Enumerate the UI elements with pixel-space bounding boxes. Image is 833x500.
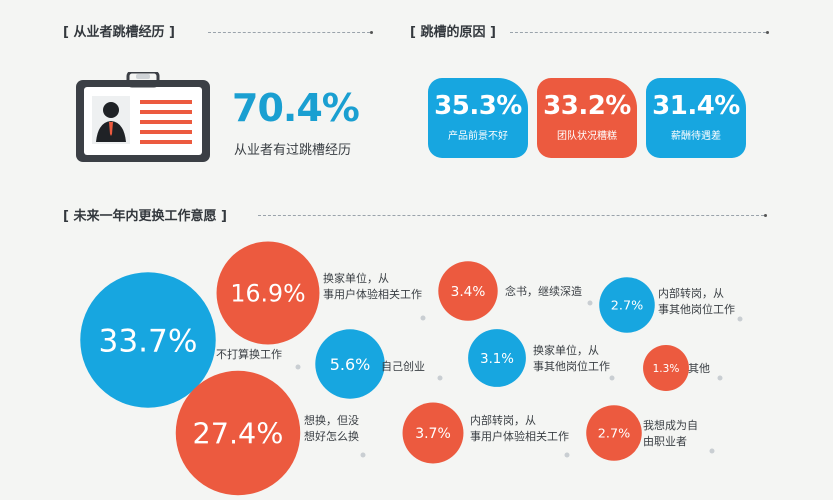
divider <box>258 215 764 216</box>
bubble-value-label: 3.4% <box>451 284 486 300</box>
label-marker-dot <box>420 315 426 321</box>
history-label: 从业者有过跳槽经历 <box>234 143 352 158</box>
bubble-category-label: 换家单位，从事用户体验相关工作 <box>323 271 422 301</box>
bubble-item: 27.4% 想换，但没想好怎么换 <box>175 370 366 496</box>
label-marker-dot <box>564 452 570 458</box>
bubble-category-label: 内部转岗，从事其他岗位工作 <box>658 286 735 316</box>
bubble-value-label: 3.1% <box>480 352 514 367</box>
bubble-category-label: 其他 <box>688 362 710 375</box>
bubble-item: 3.7% 内部转岗，从事用户体验相关工作 <box>402 402 570 464</box>
bubble <box>216 241 320 345</box>
divider <box>208 32 370 33</box>
bubble-value-label: 1.3% <box>653 363 680 375</box>
bubble-value-label: 33.7% <box>99 324 198 360</box>
reason-label: 薪酬待遇差 <box>671 131 721 142</box>
id-badge-icon <box>76 72 210 162</box>
reason-card: 35.3% 产品前景不好 <box>428 78 528 158</box>
label-marker-dot <box>609 375 615 381</box>
bubble-item: 3.1% 换家单位，从事其他岗位工作 <box>468 329 615 387</box>
section-title-future: [ 未来一年内更换工作意愿 ] <box>63 209 227 224</box>
label-marker-dot <box>437 375 443 381</box>
label-marker-dot <box>709 448 715 454</box>
reason-percentage: 35.3% <box>434 91 522 121</box>
bubble-item: 5.6% 自己创业 <box>315 329 443 399</box>
bubble <box>599 277 655 333</box>
divider <box>510 32 766 33</box>
divider-end <box>370 31 373 34</box>
bubble-category-label: 内部转岗，从事用户体验相关工作 <box>470 413 569 443</box>
label-marker-dot <box>587 300 593 306</box>
reason-percentage: 31.4% <box>652 91 740 121</box>
bubble-value-label: 2.7% <box>611 299 643 314</box>
bubble-item: 16.9% 换家单位，从事用户体验相关工作 <box>216 241 426 345</box>
bubble-value-label: 3.7% <box>415 426 451 442</box>
bubble-value-label: 2.7% <box>598 427 630 442</box>
bubble <box>643 345 689 391</box>
reason-label: 团队状况糟糕 <box>557 131 617 142</box>
bubble-item: 1.3% 其他 <box>643 345 723 391</box>
bubble-value-label: 16.9% <box>230 280 305 308</box>
bubble-value-label: 5.6% <box>330 355 371 374</box>
bubble-value-label: 27.4% <box>193 417 284 451</box>
bubble <box>402 402 464 464</box>
history-percentage: 70.4% <box>232 86 360 130</box>
reason-card: 31.4% 薪酬待遇差 <box>646 78 746 158</box>
label-marker-dot <box>737 316 743 322</box>
bubble-item: 2.7% 我想成为自由职业者 <box>586 405 715 461</box>
bubble <box>175 370 301 496</box>
bubble <box>468 329 526 387</box>
bubble-category-label: 念书，继续深造 <box>505 284 582 298</box>
section-title-reasons: [ 跳槽的原因 ] <box>410 25 496 40</box>
bubble-item: 33.7% 不打算换工作 <box>80 272 301 408</box>
label-marker-dot <box>717 375 723 381</box>
bubble-category-label: 不打算换工作 <box>216 347 282 361</box>
reason-card: 33.2% 团队状况糟糕 <box>537 78 637 158</box>
bubble <box>438 261 498 321</box>
bubble-category-label: 想换，但没想好怎么换 <box>304 413 359 443</box>
reason-percentage: 33.2% <box>543 91 631 121</box>
section-title-history: [ 从业者跳槽经历 ] <box>63 25 175 40</box>
bubble-category-label: 我想成为自由职业者 <box>643 418 698 448</box>
divider-end <box>764 214 767 217</box>
bubble-category-label: 换家单位，从事其他岗位工作 <box>533 343 610 373</box>
divider-end <box>766 31 769 34</box>
bubble-item: 2.7% 内部转岗，从事其他岗位工作 <box>599 277 743 333</box>
bubble-item: 3.4% 念书，继续深造 <box>438 261 593 321</box>
bubble <box>80 272 216 408</box>
bubble <box>586 405 642 461</box>
label-marker-dot <box>295 364 301 370</box>
label-marker-dot <box>360 452 366 458</box>
bubble <box>315 329 385 399</box>
bubble-category-label: 自己创业 <box>381 360 425 373</box>
reason-label: 产品前景不好 <box>448 131 508 142</box>
